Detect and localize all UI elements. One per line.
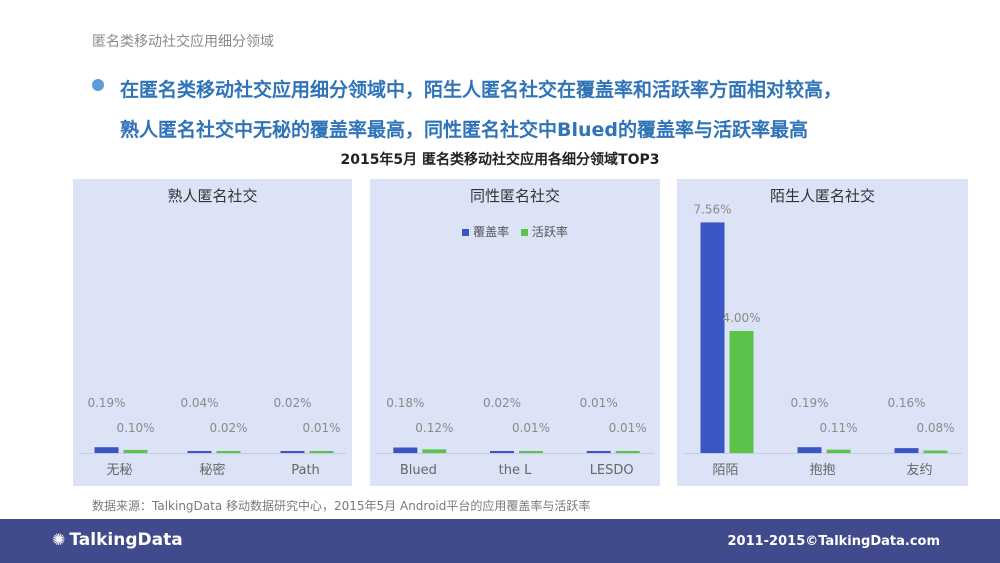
headline-line-2: 熟人匿名社交中无秘的覆盖率最高，同性匿名社交中Blued的覆盖率与活跃率最高	[120, 119, 809, 141]
x-tick-label: the L	[499, 463, 532, 478]
legend-item-coverage: 覆盖率	[462, 223, 509, 240]
bar-coverage	[894, 448, 919, 453]
headline-line-1: 在匿名类移动社交应用细分领域中，陌生人匿名社交在覆盖率和活跃率方面相对较高，	[120, 79, 843, 101]
talkingdata-gear-icon: ✺	[52, 530, 66, 549]
data-source: 数据来源：TalkingData 移动数据研究中心，2015年5月 Androi…	[92, 499, 591, 513]
bar-active	[123, 449, 148, 453]
legend-label-active: 活跃率	[531, 225, 568, 239]
chart-legend: 覆盖率 活跃率	[370, 223, 660, 240]
data-label: 0.01%	[302, 421, 340, 435]
x-tick-label: Path	[291, 463, 320, 478]
charts-title: 2015年5月 匿名类移动社交应用各细分领域TOP3	[340, 152, 660, 168]
x-tick-label: Blued	[400, 463, 437, 478]
bar-active	[826, 449, 851, 453]
bar-coverage	[586, 451, 611, 453]
x-tick-label: 陌陌	[712, 463, 738, 478]
data-label: 0.19%	[790, 396, 828, 410]
x-tick-label: LESDO	[590, 463, 634, 478]
data-label: 0.04%	[180, 396, 218, 410]
legend-swatch-active	[520, 229, 528, 236]
chart-panel-same-sex: 同性匿名社交 覆盖率 活跃率 0.18% 0.12% Blued 0.02% 0.01%…	[370, 179, 660, 486]
bar-active	[216, 451, 241, 453]
x-tick-label: 无秘	[106, 463, 132, 478]
data-label: 0.10%	[116, 421, 154, 435]
data-label: 0.02%	[483, 396, 521, 410]
bar-coverage	[94, 447, 119, 453]
bar-coverage	[797, 447, 822, 453]
x-tick-label: 友约	[906, 462, 932, 478]
footer: ✺ TalkingData 2011-2015©TalkingData.com	[0, 519, 1000, 563]
headline: 在匿名类移动社交应用细分领域中，陌生人匿名社交在覆盖率和活跃率方面相对较高， 熟…	[120, 70, 980, 150]
x-tick-label: 秘密	[199, 462, 225, 478]
chart-title: 同性匿名社交	[469, 187, 560, 205]
data-label: 4.00%	[722, 311, 760, 325]
bar-active	[309, 451, 334, 453]
data-label: 0.01%	[580, 396, 618, 410]
chart-svg: 0.18% 0.12% Blued 0.02% 0.01% the L 0.01% 0.01%…	[376, 396, 654, 478]
bullet-dot-icon	[92, 79, 104, 91]
bar-active	[729, 331, 754, 453]
data-label: 0.02%	[209, 421, 247, 435]
data-label: 0.18%	[386, 396, 424, 410]
bar-coverage	[280, 451, 305, 453]
bar-active	[422, 449, 447, 453]
bar-active	[615, 451, 640, 453]
logo-text: TalkingData	[69, 530, 183, 550]
data-label: 0.19%	[87, 396, 125, 410]
legend-label-coverage: 覆盖率	[473, 225, 510, 239]
data-label: 0.01%	[609, 421, 647, 435]
data-label: 7.56%	[693, 202, 731, 216]
data-label: 0.11%	[819, 421, 857, 435]
data-label: 0.02%	[273, 396, 311, 410]
logo: ✺ TalkingData	[52, 530, 183, 550]
data-label: 0.16%	[887, 396, 925, 410]
chart-title: 陌生人匿名社交	[769, 187, 875, 205]
bar-active	[519, 451, 543, 453]
chart-svg: 7.56% 4.00% 陌陌 0.19% 0.11% 抱抱 0.16% 0.08% 友约	[683, 202, 962, 478]
chart-panel-acquaintance: 熟人匿名社交 0.19% 0.10% 无秘 0.04% 0.02% 秘密 0.02% 0.01…	[73, 179, 352, 486]
legend-item-active: 活跃率	[520, 223, 568, 240]
bar-active	[923, 450, 948, 453]
legend-swatch-coverage	[462, 229, 470, 236]
chart-svg: 0.19% 0.10% 无秘 0.04% 0.02% 秘密 0.02% 0.01% Path	[79, 396, 346, 478]
page-title: 匿名类移动社交应用细分领域	[92, 34, 274, 50]
data-label: 0.12%	[415, 421, 453, 435]
bar-coverage	[490, 451, 514, 453]
copyright: 2011-2015©TalkingData.com	[727, 534, 940, 549]
data-label: 0.01%	[512, 421, 550, 435]
bar-coverage	[700, 222, 725, 453]
chart-title: 熟人匿名社交	[167, 187, 258, 205]
data-label: 0.08%	[916, 421, 954, 435]
chart-panel-stranger: 陌生人匿名社交 7.56% 4.00% 陌陌 0.19% 0.11% 抱抱 0.16% 0.0…	[677, 179, 968, 486]
bar-coverage	[187, 451, 212, 453]
bar-coverage	[393, 447, 418, 453]
x-tick-label: 抱抱	[809, 462, 835, 478]
